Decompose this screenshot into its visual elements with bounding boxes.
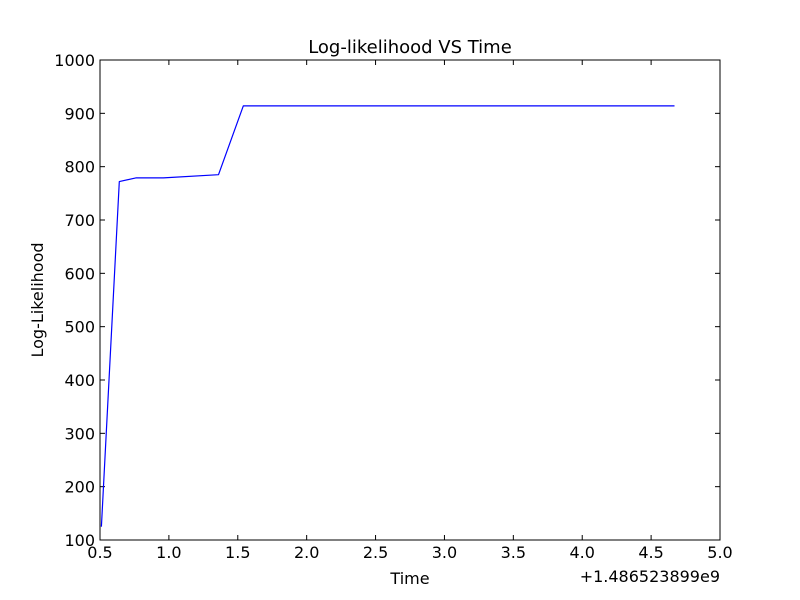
series-layer <box>100 105 675 527</box>
x-tick-label: 5.0 <box>707 543 732 562</box>
x-axis-label: Time <box>389 569 429 588</box>
x-tick-label: 4.5 <box>638 543 663 562</box>
y-tick-label: 500 <box>64 318 95 337</box>
y-tick-label: 100 <box>64 531 95 550</box>
y-tick-label: 800 <box>64 158 95 177</box>
y-tick-label: 700 <box>64 211 95 230</box>
y-tick-label: 200 <box>64 478 95 497</box>
y-axis-label: Log-Likelihood <box>28 242 47 357</box>
axis-ticks: 0.5 1.0 1.5 2.0 2.5 3.0 3.5 4.0 4.5 5.0 100 200 300 4… <box>54 51 732 562</box>
x-tick-label: 3.5 <box>501 543 526 562</box>
x-tick-label: 4.0 <box>569 543 594 562</box>
x-tick-label: 1.0 <box>156 543 181 562</box>
y-tick-label: 400 <box>64 371 95 390</box>
x-tick-label: 0.5 <box>87 543 112 562</box>
x-tick-label: 1.5 <box>225 543 250 562</box>
y-tick-label: 1000 <box>54 51 95 70</box>
x-tick-label: 2.0 <box>294 543 319 562</box>
series-line <box>100 105 675 527</box>
y-tick-label: 600 <box>64 264 95 283</box>
x-tick-label: 2.5 <box>363 543 388 562</box>
y-tick-label: 900 <box>64 104 95 123</box>
x-axis-offset-label: +1.486523899e9 <box>580 567 720 586</box>
x-tick-label: 3.0 <box>432 543 457 562</box>
plot-frame <box>99 59 721 541</box>
chart-title: Log-likelihood VS Time <box>308 37 512 58</box>
y-tick-label: 300 <box>64 424 95 443</box>
